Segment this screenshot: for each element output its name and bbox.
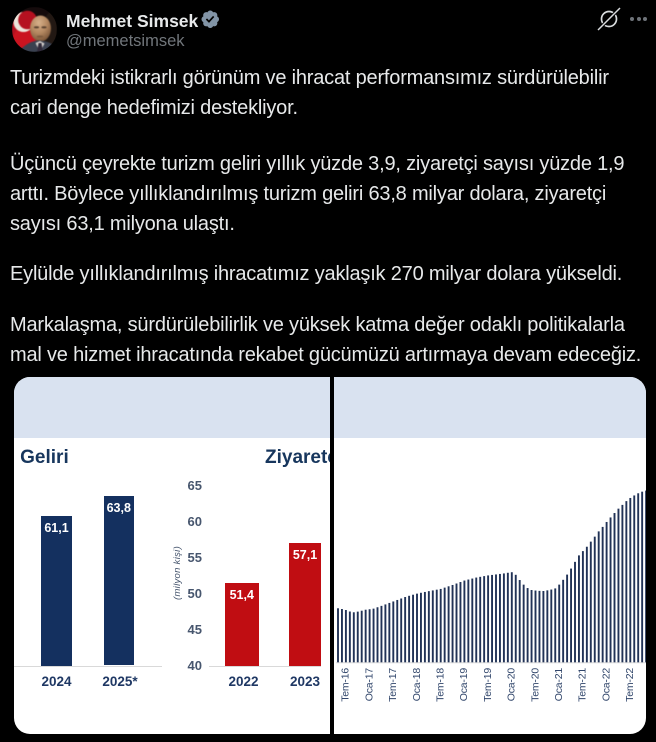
svg-text:Tem-19: Tem-19: [481, 668, 493, 702]
svg-text:Tem-20: Tem-20: [529, 668, 541, 702]
svg-text:Tem-18: Tem-18: [434, 668, 446, 702]
svg-text:Oca-17: Oca-17: [363, 668, 375, 702]
svg-text:Oca-21: Oca-21: [552, 668, 564, 702]
svg-text:Tem-22: Tem-22: [624, 668, 636, 702]
svg-text:Oca-18: Oca-18: [410, 668, 422, 702]
svg-text:Tem-17: Tem-17: [387, 668, 399, 702]
svg-text:Tem-16: Tem-16: [339, 668, 351, 702]
svg-text:Oca-19: Oca-19: [458, 668, 470, 702]
svg-text:Tem-21: Tem-21: [576, 668, 588, 702]
svg-text:Oca-22: Oca-22: [600, 668, 612, 702]
svg-text:Oca-20: Oca-20: [505, 668, 517, 702]
